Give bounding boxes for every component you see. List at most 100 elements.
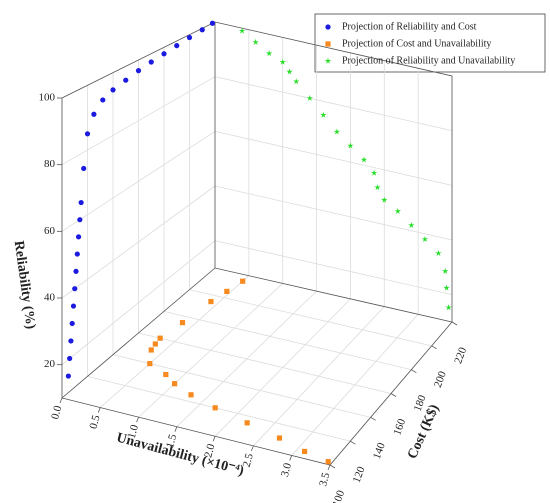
data-point — [381, 196, 388, 203]
tick-mark — [327, 464, 331, 471]
data-point — [188, 392, 194, 398]
data-point — [174, 43, 180, 49]
data-point — [135, 68, 142, 74]
grid-line — [214, 185, 453, 241]
legend-label: Projection of Reliability and Unavailabi… — [342, 55, 515, 66]
z-tick-label: 80 — [44, 158, 56, 170]
x-tick-label: 3.5 — [317, 471, 332, 488]
z-tick-label: 60 — [44, 225, 56, 237]
data-point — [374, 184, 381, 191]
data-point — [152, 341, 158, 347]
y-tick-label: 120 — [351, 464, 368, 484]
data-point — [73, 268, 79, 274]
data-point — [212, 405, 218, 411]
data-point — [161, 51, 167, 57]
grid-line — [87, 375, 351, 442]
data-point — [148, 347, 154, 353]
legend-marker — [325, 24, 331, 30]
z-tick-label: 40 — [44, 292, 56, 304]
grid-line — [138, 332, 392, 394]
data-point — [186, 34, 193, 41]
grid-line — [214, 76, 453, 132]
data-point — [306, 94, 314, 102]
grid-line — [214, 240, 453, 296]
grid-line — [61, 240, 216, 365]
z-tick-label: 20 — [44, 358, 56, 370]
data-point — [74, 251, 80, 257]
data-point — [172, 381, 178, 387]
tick-mark — [329, 464, 336, 469]
y-tick-label: 160 — [391, 417, 408, 437]
y-tick-label: 140 — [371, 441, 388, 461]
data-point — [286, 68, 293, 75]
data-point — [208, 298, 214, 305]
grid-line — [61, 185, 216, 299]
y-tick-label: 200 — [432, 369, 449, 389]
data-point — [147, 361, 153, 367]
data-point — [69, 320, 75, 327]
box-edge — [61, 21, 453, 466]
data-point — [209, 20, 216, 26]
data-point — [123, 77, 129, 83]
y-tick-label: 100 — [330, 488, 347, 503]
data-point — [224, 288, 230, 295]
grid-line — [189, 289, 432, 347]
z-axis-label: Reliability (%) — [11, 240, 38, 331]
data-point — [408, 221, 415, 229]
data-point — [100, 97, 106, 103]
data-point — [157, 335, 163, 341]
y-tick-label: 180 — [412, 393, 429, 413]
grid-line — [112, 354, 371, 418]
tick-mark — [411, 369, 417, 374]
tick-mark — [212, 436, 216, 442]
tick-mark — [431, 345, 437, 350]
x-tick-label: 3.0 — [279, 461, 294, 478]
data-point — [360, 156, 368, 163]
data-point — [347, 142, 354, 149]
data-point — [279, 58, 286, 65]
data-point — [442, 267, 449, 274]
tick-mark — [174, 426, 178, 432]
legend-box — [314, 13, 546, 73]
x-tick-label: 0.5 — [87, 413, 102, 430]
data-point — [68, 338, 74, 344]
grid-line — [214, 130, 453, 186]
x-tick-label: 2.5 — [241, 452, 256, 469]
tick-mark — [289, 455, 293, 461]
tick-mark — [370, 416, 376, 421]
data-point — [70, 303, 77, 309]
data-point — [238, 27, 246, 34]
data-point — [252, 38, 259, 45]
data-point — [199, 27, 205, 33]
tick-mark — [59, 397, 63, 404]
data-point — [75, 234, 82, 240]
data-point — [179, 320, 186, 326]
data-point — [370, 169, 378, 176]
tick-mark — [136, 416, 139, 423]
data-point — [333, 128, 341, 135]
y-axis-label: Cost (K$) — [405, 402, 442, 461]
data-point — [320, 111, 327, 118]
tick-mark — [390, 393, 397, 397]
tick-mark — [97, 407, 101, 413]
x-tick-label: 0.0 — [49, 404, 64, 421]
grid-line — [61, 130, 216, 232]
data-point — [421, 235, 429, 243]
tick-mark — [350, 440, 356, 445]
data-point — [72, 286, 78, 292]
data-point — [435, 249, 442, 257]
data-point — [276, 435, 283, 441]
legend-marker — [324, 57, 332, 64]
data-point — [81, 165, 87, 172]
data-point — [163, 371, 169, 378]
data-point — [77, 217, 83, 223]
data-point — [91, 111, 97, 117]
data-point — [293, 78, 300, 85]
data-point — [244, 420, 250, 426]
data-point — [325, 459, 331, 465]
legend-label: Projection of Reliability and Cost — [342, 21, 477, 32]
data-point — [84, 131, 91, 137]
data-point — [302, 448, 308, 455]
data-point — [265, 50, 273, 57]
